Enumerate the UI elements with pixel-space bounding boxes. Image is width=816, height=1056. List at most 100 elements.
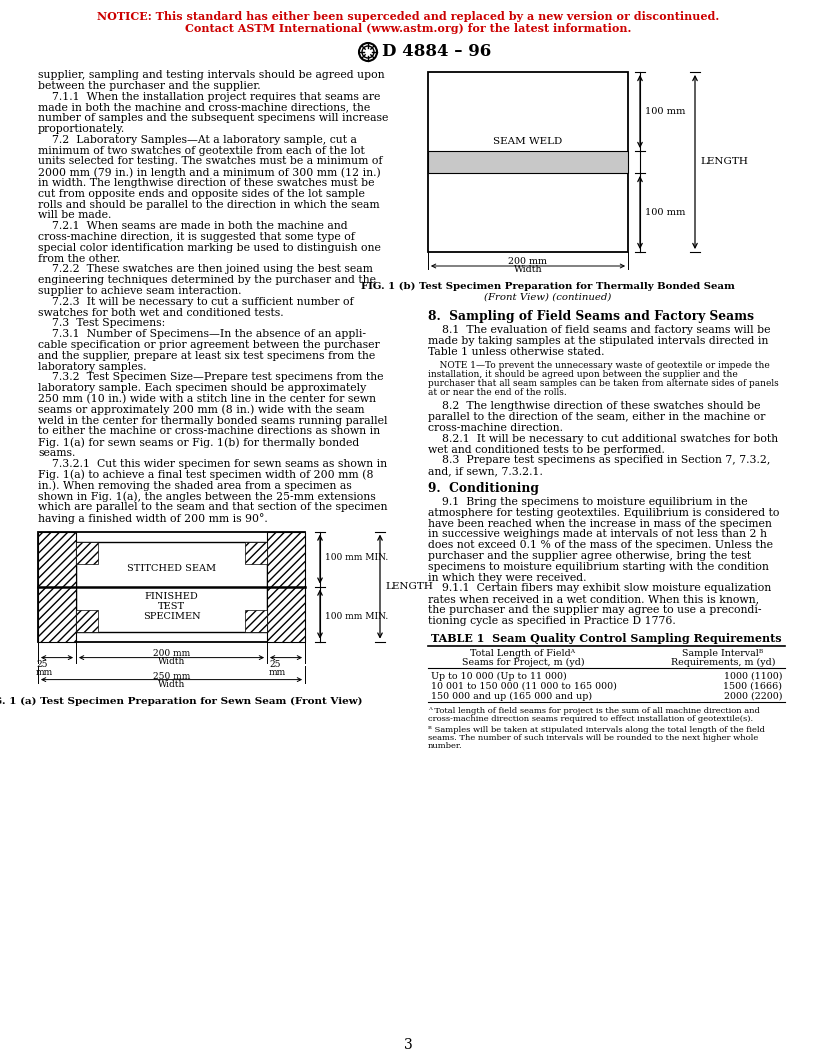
Text: made in both the machine and cross-machine directions, the: made in both the machine and cross-machi… (38, 102, 370, 112)
Text: made by taking samples at the stipulated intervals directed in: made by taking samples at the stipulated… (428, 336, 769, 345)
Text: 250 mm (10 in.) wide with a stitch line in the center for sewn: 250 mm (10 in.) wide with a stitch line … (38, 394, 376, 404)
Text: seams. The number of such intervals will be rounded to the next higher whole: seams. The number of such intervals will… (428, 734, 758, 741)
Text: 8.  Sampling of Field Seams and Factory Seams: 8. Sampling of Field Seams and Factory S… (428, 310, 754, 323)
Text: minimum of two swatches of geotextile from each of the lot: minimum of two swatches of geotextile fr… (38, 146, 365, 155)
Text: 2000 mm (79 in.) in length and a minimum of 300 mm (12 in.): 2000 mm (79 in.) in length and a minimum… (38, 167, 381, 177)
Text: Fig. 1(a) for sewn seams or Fig. 1(b) for thermally bonded: Fig. 1(a) for sewn seams or Fig. 1(b) fo… (38, 437, 359, 448)
Text: in which they were received.: in which they were received. (428, 572, 587, 583)
Text: Table 1 unless otherwise stated.: Table 1 unless otherwise stated. (428, 346, 605, 357)
Text: at or near the end of the rolls.: at or near the end of the rolls. (428, 389, 567, 397)
Text: cross-machine direction, it is suggested that some type of: cross-machine direction, it is suggested… (38, 232, 355, 242)
Text: specimens to moisture equilibrium starting with the condition: specimens to moisture equilibrium starti… (428, 562, 769, 571)
Text: in successive weighings made at intervals of not less than 2 h: in successive weighings made at interval… (428, 529, 767, 540)
Bar (76, 542, 267, 631)
Text: FIG. 1 (a) Test Specimen Preparation for Sewn Seam (Front View): FIG. 1 (a) Test Specimen Preparation for… (0, 697, 362, 705)
Text: TABLE 1  Seam Quality Control Sampling Requirements: TABLE 1 Seam Quality Control Sampling Re… (431, 633, 782, 644)
Text: 250 mm: 250 mm (153, 672, 190, 681)
Text: FIG. 1 (b) Test Specimen Preparation for Thermally Bonded Seam: FIG. 1 (b) Test Specimen Preparation for… (361, 282, 735, 291)
Text: 100 mm: 100 mm (645, 208, 685, 216)
Text: 25: 25 (36, 660, 47, 668)
Text: have been reached when the increase in mass of the specimen: have been reached when the increase in m… (428, 518, 772, 529)
Text: does not exceed 0.1 % of the mass of the specimen. Unless the: does not exceed 0.1 % of the mass of the… (428, 541, 773, 550)
Text: rolls and should be parallel to the direction in which the seam: rolls and should be parallel to the dire… (38, 200, 379, 209)
Text: Contact ASTM International (www.astm.org) for the latest information.: Contact ASTM International (www.astm.org… (184, 23, 632, 34)
Text: 9.1  Bring the specimens to moisture equilibrium in the: 9.1 Bring the specimens to moisture equi… (428, 497, 747, 507)
Text: STITCHED SEAM: STITCHED SEAM (127, 564, 216, 572)
Text: supplier, sampling and testing intervals should be agreed upon: supplier, sampling and testing intervals… (38, 70, 384, 80)
Text: Requirements, m (yd): Requirements, m (yd) (671, 658, 775, 666)
Text: wet and conditioned tests to be performed.: wet and conditioned tests to be performe… (428, 445, 665, 454)
Bar (76, 542, 98, 564)
Text: 200 mm: 200 mm (508, 257, 548, 266)
Text: in width. The lengthwise direction of these swatches must be: in width. The lengthwise direction of th… (38, 178, 375, 188)
Text: ᴮ Samples will be taken at stipulated intervals along the total length of the fi: ᴮ Samples will be taken at stipulated in… (428, 725, 765, 734)
Text: mm: mm (36, 667, 53, 677)
Text: to either the machine or cross-machine directions as shown in: to either the machine or cross-machine d… (38, 427, 380, 436)
Text: TEST: TEST (158, 602, 185, 610)
Text: between the purchaser and the supplier.: between the purchaser and the supplier. (38, 81, 260, 91)
Text: 7.3.2.1  Cut this wider specimen for sewn seams as shown in: 7.3.2.1 Cut this wider specimen for sewn… (38, 458, 387, 469)
Text: Width: Width (514, 265, 543, 274)
Text: from the other.: from the other. (38, 253, 120, 264)
Text: D 4884 – 96: D 4884 – 96 (382, 43, 491, 60)
Text: mm: mm (269, 667, 286, 677)
Bar (428, 72, 628, 252)
Text: LENGTH: LENGTH (385, 582, 432, 591)
Text: number.: number. (428, 741, 463, 750)
Text: 8.3  Prepare test specimens as specified in Section 7, 7.3.2,: 8.3 Prepare test specimens as specified … (428, 455, 770, 466)
Text: 7.3.2  Test Specimen Size—Prepare test specimens from the: 7.3.2 Test Specimen Size—Prepare test sp… (38, 373, 384, 382)
Text: units selected for testing. The swatches must be a minimum of: units selected for testing. The swatches… (38, 156, 383, 167)
Text: 200 mm: 200 mm (153, 648, 190, 658)
Text: engineering techniques determined by the purchaser and the: engineering techniques determined by the… (38, 276, 376, 285)
Text: 1000 (1100): 1000 (1100) (724, 672, 782, 681)
Bar (267, 531, 305, 642)
Text: swatches for both wet and conditioned tests.: swatches for both wet and conditioned te… (38, 307, 284, 318)
Text: cross-machine direction.: cross-machine direction. (428, 423, 563, 433)
Text: which are parallel to the seam and that section of the specimen: which are parallel to the seam and that … (38, 502, 388, 512)
Text: Width: Width (157, 657, 185, 665)
Text: rates when received in a wet condition. When this is known,: rates when received in a wet condition. … (428, 595, 759, 604)
Text: 8.2  The lengthwise direction of these swatches should be: 8.2 The lengthwise direction of these sw… (428, 401, 761, 412)
Text: FINISHED: FINISHED (144, 591, 198, 601)
Text: 10 001 to 150 000 (11 000 to 165 000): 10 001 to 150 000 (11 000 to 165 000) (431, 681, 617, 691)
Text: number of samples and the subsequent specimens will increase: number of samples and the subsequent spe… (38, 113, 388, 124)
Text: 3: 3 (404, 1038, 412, 1052)
Bar (245, 542, 267, 564)
Text: ᴬ Total length of field seams for project is the sum of all machine direction an: ᴬ Total length of field seams for projec… (428, 706, 760, 715)
Text: 100 mm: 100 mm (645, 107, 685, 116)
Text: laboratory samples.: laboratory samples. (38, 361, 147, 372)
Text: Sample Intervalᴮ: Sample Intervalᴮ (682, 648, 764, 658)
Text: 150 000 and up (165 000 and up): 150 000 and up (165 000 and up) (431, 692, 592, 701)
Text: 100 mm MIN.: 100 mm MIN. (325, 611, 388, 621)
Bar (76, 609, 98, 631)
Text: cable specification or prior agreement between the purchaser: cable specification or prior agreement b… (38, 340, 379, 350)
Text: Up to 10 000 (Up to 11 000): Up to 10 000 (Up to 11 000) (431, 672, 567, 681)
Text: seams or approximately 200 mm (8 in.) wide with the seam: seams or approximately 200 mm (8 in.) wi… (38, 404, 365, 415)
Text: proportionately.: proportionately. (38, 124, 125, 134)
Text: cross-machine direction seams required to effect installation of geotextile(s).: cross-machine direction seams required t… (428, 715, 753, 722)
Text: special color identification marking be used to distinguish one: special color identification marking be … (38, 243, 381, 252)
Text: shown in Fig. 1(a), the angles between the 25-mm extensions: shown in Fig. 1(a), the angles between t… (38, 491, 375, 502)
Bar (428, 151, 628, 173)
Text: Seams for Project, m (yd): Seams for Project, m (yd) (462, 658, 584, 666)
Text: tioning cycle as specified in Practice D 1776.: tioning cycle as specified in Practice D… (428, 616, 676, 626)
Text: and, if sewn, 7.3.2.1.: and, if sewn, 7.3.2.1. (428, 466, 543, 476)
Text: 100 mm MIN.: 100 mm MIN. (325, 552, 388, 562)
Text: Fig. 1(a) to achieve a final test specimen width of 200 mm (8: Fig. 1(a) to achieve a final test specim… (38, 470, 374, 480)
Text: purchaser that all seam samples can be taken from alternate sides of panels: purchaser that all seam samples can be t… (428, 379, 778, 389)
Bar (38, 531, 305, 642)
Text: in.). When removing the shaded area from a specimen as: in.). When removing the shaded area from… (38, 480, 352, 491)
Text: installation, it should be agreed upon between the supplier and the: installation, it should be agreed upon b… (428, 371, 738, 379)
Text: LENGTH: LENGTH (700, 157, 748, 167)
Text: 9.1.1  Certain fibers may exhibit slow moisture equalization: 9.1.1 Certain fibers may exhibit slow mo… (428, 583, 771, 593)
Text: 7.3.1  Number of Specimens—In the absence of an appli-: 7.3.1 Number of Specimens—In the absence… (38, 329, 366, 339)
Text: SPECIMEN: SPECIMEN (143, 611, 200, 621)
Text: (Front View) (continued): (Front View) (continued) (485, 293, 612, 302)
Text: having a finished width of 200 mm is 90°.: having a finished width of 200 mm is 90°… (38, 513, 268, 524)
Text: and the supplier, prepare at least six test specimens from the: and the supplier, prepare at least six t… (38, 351, 375, 361)
Text: 7.2  Laboratory Samples—At a laboratory sample, cut a: 7.2 Laboratory Samples—At a laboratory s… (38, 135, 357, 145)
Text: weld in the center for thermally bonded seams running parallel: weld in the center for thermally bonded … (38, 416, 388, 426)
Text: Width: Width (157, 680, 185, 689)
Text: supplier to achieve seam interaction.: supplier to achieve seam interaction. (38, 286, 242, 296)
Text: 8.2.1  It will be necessary to cut additional swatches for both: 8.2.1 It will be necessary to cut additi… (428, 434, 778, 444)
